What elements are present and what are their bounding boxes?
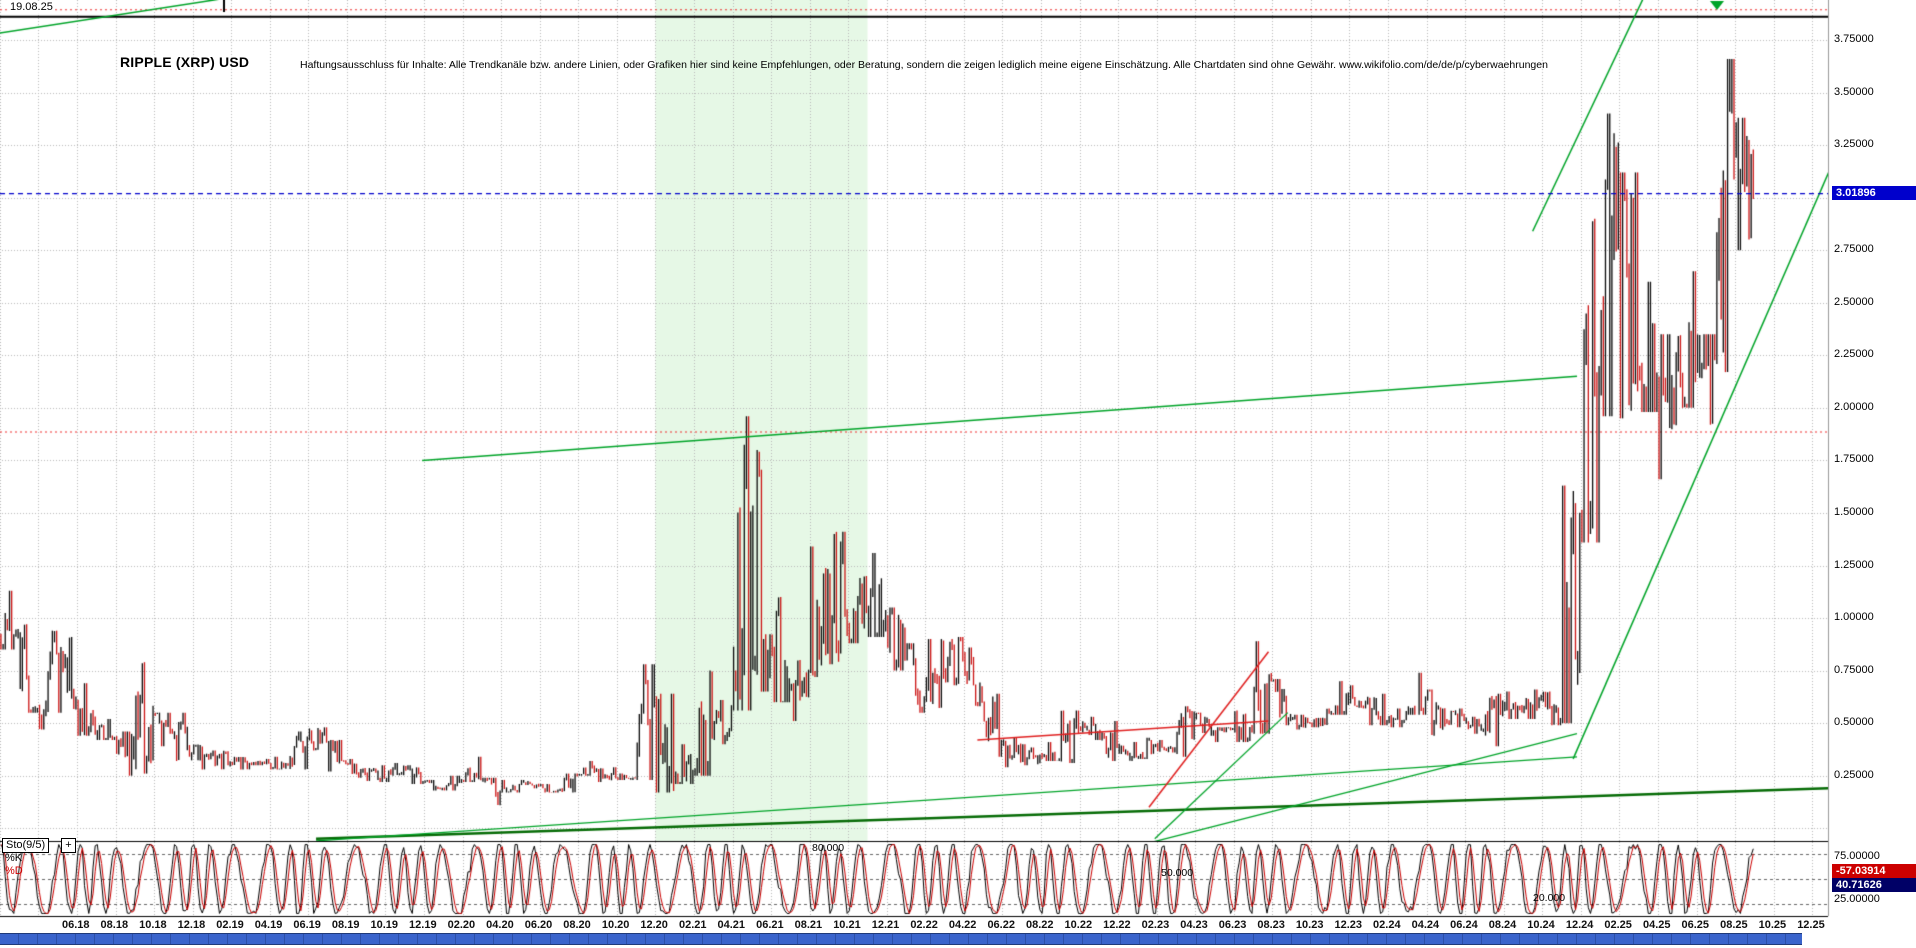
add-indicator-button[interactable]: + <box>61 838 76 853</box>
chart-title: RIPPLE (XRP) USD <box>120 54 250 70</box>
stochastic-axis-25: 25.00000 <box>1834 893 1880 905</box>
disclaimer-text: Haftungsausschluss für Inhalte: Alle Tre… <box>300 59 1548 71</box>
stochastic-axis-75: 75.00000 <box>1834 850 1880 862</box>
timeline-scrollbar[interactable] <box>0 933 1802 945</box>
stochastic-d-value-badge: 40.71626 <box>1832 878 1916 892</box>
date-label: 19.08.25 <box>8 1 55 13</box>
indicator-label[interactable]: Sto(9/5) <box>2 838 50 853</box>
current-price-badge: 3.01896 <box>1832 186 1916 200</box>
stochastic-k-label: %K <box>5 852 23 864</box>
stochastic-k-value-badge: -57.03914 <box>1832 864 1916 878</box>
plus-icon: + <box>65 839 72 851</box>
stochastic-d-label: %D <box>5 865 23 877</box>
